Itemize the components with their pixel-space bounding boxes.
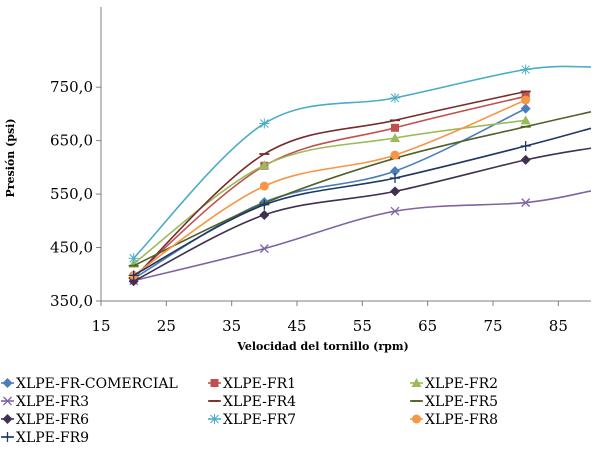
series-line-xlpe-fr1 [133,95,526,278]
legend-item-xlpe-fr-comercial: XLPE-FR-COMERCIAL [1,376,178,392]
x-tick-label: 55 [353,317,372,335]
data-point-xlpe-fr7 [259,118,270,129]
data-point-xlpe-fr7 [390,92,400,103]
data-point-xlpe-fr8 [259,181,269,191]
y-tick-label: 750,0 [50,78,93,96]
x-tick-label: 25 [157,317,176,335]
x-tick-label: 35 [222,317,241,335]
x-tick-label: 85 [549,317,568,335]
series-xlpe-fr2 [128,115,531,268]
data-point-xlpe-fr8 [390,150,400,160]
data-point-xlpe-fr2 [520,115,531,125]
axes-layer: 350,0 450,0 550,0 650,0 750,0 15 25 35 45 55 65 75 8… [50,7,591,335]
series-line-xlpe-fr6 [133,147,592,282]
x-tick-label: 15 [91,317,110,335]
series-xlpe-fr8 [129,95,531,280]
data-point-xlpe-fr-comercial [520,103,531,114]
series-line-xlpe-fr2 [133,119,526,265]
legend-label: XLPE-FR9 [16,430,89,446]
data-point-xlpe-fr6 [390,186,400,197]
y-tick-label: 350,0 [50,292,93,310]
legend-item-xlpe-fr7: XLPE-FR7 [208,412,296,428]
data-point-xlpe-fr9 [259,199,270,210]
legend-item-xlpe-fr1: XLPE-FR1 [208,376,296,392]
legend-swatch-marker [412,414,421,424]
series-xlpe-fr7 [128,64,592,264]
data-point-xlpe-fr7 [520,64,531,75]
legend-swatch-marker [411,378,422,387]
legend-label: XLPE-FR3 [16,394,89,410]
data-point-xlpe-fr1 [391,123,399,132]
series-line-xlpe-fr7 [133,65,592,259]
series-line-xlpe-fr5 [133,111,592,267]
legend-label: XLPE-FR2 [425,376,498,392]
legend-label: XLPE-FR-COMERCIAL [16,376,178,392]
legend-layer: XLPE-FR-COMERCIAL XLPE-FR1 XLPE-FR2 XLPE-FR… [1,376,498,446]
data-point-xlpe-fr9 [390,173,400,184]
legend-label: XLPE-FR6 [16,412,89,428]
legend-label: XLPE-FR1 [223,376,296,392]
y-tick-label: 450,0 [50,239,93,257]
data-point-xlpe-fr3 [390,206,400,216]
y-tick-label: 550,0 [50,185,93,203]
legend-swatch-marker [210,379,219,387]
legend-item-xlpe-fr9: XLPE-FR9 [1,430,89,446]
x-tick-label: 65 [418,317,437,335]
data-point-xlpe-fr6 [520,154,531,165]
data-point-xlpe-fr3 [259,244,269,254]
legend-swatch-marker [209,414,220,424]
x-axis-title: Velocidad del tornillo (rpm) [236,340,408,353]
series-line-xlpe-fr3 [133,190,592,282]
data-point-xlpe-fr6 [259,209,270,220]
data-point-xlpe-fr2 [259,160,270,170]
legend-item-xlpe-fr6: XLPE-FR6 [1,412,89,428]
legend-swatch-marker [2,432,13,442]
data-point-xlpe-fr8 [521,95,531,105]
legend-label: XLPE-FR7 [223,412,296,428]
legend-swatch-marker [3,396,12,406]
legend-item-xlpe-fr2: XLPE-FR2 [410,376,498,392]
series-xlpe-fr6 [128,147,592,287]
series-layer [128,64,592,287]
series-xlpe-fr1 [129,92,530,281]
y-tick-label: 650,0 [50,132,93,150]
series-line-xlpe-fr9 [133,127,592,277]
data-point-xlpe-fr3 [521,198,531,208]
y-axis-title: Presión (psi) [4,118,17,197]
data-point-xlpe-fr9 [520,140,531,151]
legend-label: XLPE-FR8 [425,412,498,428]
x-tick-label: 45 [287,317,306,335]
data-point-xlpe-fr2 [390,132,400,142]
legend-swatch-marker [2,414,13,424]
series-line-xlpe-fr8 [133,99,527,276]
legend-item-xlpe-fr8: XLPE-FR8 [410,412,498,428]
data-point-xlpe-fr-comercial [390,166,400,177]
legend-label: XLPE-FR5 [425,394,498,410]
legend-item-xlpe-fr5: XLPE-FR5 [410,394,498,410]
data-point-xlpe-fr9 [128,270,139,281]
data-point-xlpe-fr7 [128,253,139,264]
legend-label: XLPE-FR4 [223,394,296,410]
series-line-xlpe-fr4 [133,90,526,279]
series-line-xlpe-fr-comercial [133,107,527,280]
legend-swatch-marker [2,378,13,388]
legend-item-xlpe-fr4: XLPE-FR4 [208,394,296,410]
series-xlpe-fr9 [128,127,592,281]
x-tick-label: 75 [483,317,502,335]
legend-item-xlpe-fr3: XLPE-FR3 [1,394,89,410]
